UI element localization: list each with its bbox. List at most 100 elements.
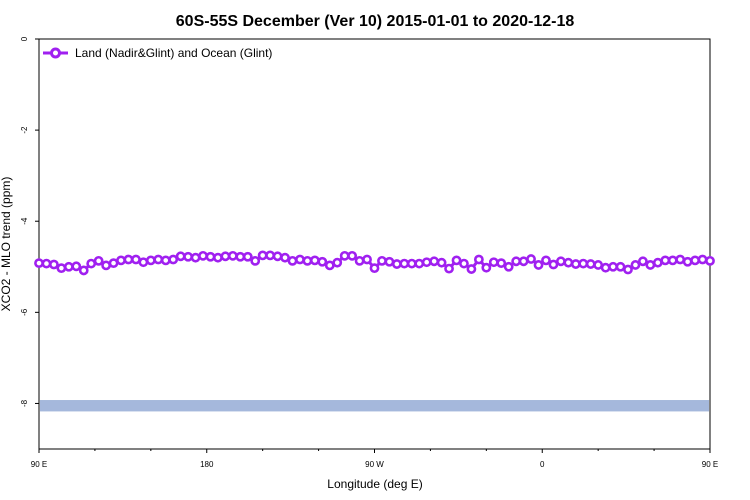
data-point [414, 258, 425, 269]
data-point [235, 251, 246, 262]
x-tick-label: 180 [200, 460, 214, 469]
data-point [86, 258, 97, 269]
data-point [250, 255, 261, 266]
y-tick-label: -8 [20, 399, 29, 407]
data-point [593, 260, 604, 270]
data-point [347, 250, 358, 261]
data-point [600, 262, 611, 273]
data-point [667, 255, 678, 266]
data-point [295, 254, 305, 265]
data-point [526, 254, 536, 264]
data-point [541, 255, 551, 266]
data-point [697, 254, 708, 265]
data-point [451, 255, 462, 266]
data-point [682, 256, 693, 267]
data-point [548, 259, 559, 270]
data-point [652, 257, 663, 268]
data-point [511, 256, 522, 267]
data-point [362, 254, 372, 265]
series-layer [34, 250, 715, 276]
data-point [406, 258, 417, 269]
data-point [332, 257, 343, 268]
data-point [93, 255, 104, 266]
data-point [190, 252, 201, 263]
data-point [78, 265, 89, 276]
data-point [34, 258, 44, 269]
x-axis: 90 E 180 90 W 0 90 E [31, 449, 718, 469]
data-point [153, 254, 164, 265]
data-point [324, 260, 335, 271]
data-point [645, 260, 656, 270]
data-point [339, 250, 350, 261]
data-point [160, 255, 171, 266]
data-point [272, 251, 283, 262]
data-point [108, 258, 119, 269]
chart-title: 60S-55S December (Ver 10) 2015-01-01 to … [176, 13, 575, 30]
data-point [101, 260, 111, 271]
data-point [168, 254, 179, 265]
data-point [578, 258, 589, 269]
data-point [623, 264, 633, 275]
data-point [488, 257, 499, 268]
reference-band-mark [40, 400, 709, 412]
data-point [123, 254, 134, 265]
legend: Land (Nadir&Glint) and Ocean (Glint) [43, 46, 272, 60]
data-point [227, 250, 238, 261]
data-point [354, 255, 365, 266]
y-axis-label: XCO2 - MLO trend (ppm) [0, 177, 13, 312]
data-point [421, 257, 432, 268]
data-point [391, 259, 402, 269]
data-point [198, 250, 208, 261]
y-axis: 0 -2 -4 -6 -8 [20, 36, 39, 407]
data-point [399, 258, 410, 269]
data-point [690, 255, 700, 266]
x-tick-label: 0 [540, 460, 545, 469]
data-point [56, 263, 67, 274]
data-point [63, 261, 74, 272]
data-point [436, 257, 447, 268]
x-axis-label: Longitude (deg E) [327, 477, 422, 491]
y-tick-label: -4 [20, 217, 29, 225]
data-point [503, 261, 514, 272]
data-point [220, 251, 231, 262]
data-point [384, 256, 395, 267]
legend-marker [50, 47, 61, 59]
y-tick-label: -2 [20, 126, 29, 134]
legend-label: Land (Nadir&Glint) and Ocean (Glint) [75, 46, 272, 60]
data-point [317, 256, 328, 267]
data-point [145, 255, 156, 266]
plot-frame [38, 38, 711, 450]
data-point [369, 263, 380, 274]
reference-band [40, 400, 709, 412]
data-point [563, 257, 574, 268]
data-point [615, 261, 626, 272]
data-point [444, 263, 454, 274]
data-point [459, 258, 469, 269]
data-point [242, 251, 253, 262]
data-point [630, 260, 641, 270]
data-point [71, 261, 82, 272]
data-point [473, 254, 484, 265]
x-tick-label: 90 E [31, 460, 47, 469]
data-point [608, 261, 618, 272]
data-point [257, 250, 268, 261]
data-point [660, 255, 671, 266]
data-point [705, 255, 715, 266]
data-point [585, 259, 596, 269]
data-point [638, 256, 648, 267]
data-point [183, 251, 194, 262]
data-point [116, 255, 126, 266]
data-point [570, 259, 581, 269]
data-point [518, 256, 529, 267]
data-point [131, 254, 141, 265]
data-point [175, 251, 186, 262]
x-tick-label: 90 W [365, 460, 384, 469]
data-point [496, 258, 507, 269]
data-point [481, 262, 492, 273]
y-tick-label: -6 [20, 308, 29, 316]
data-point [138, 257, 149, 268]
data-point [265, 250, 276, 261]
y-tick-label: 0 [20, 36, 29, 41]
data-point [205, 251, 216, 262]
